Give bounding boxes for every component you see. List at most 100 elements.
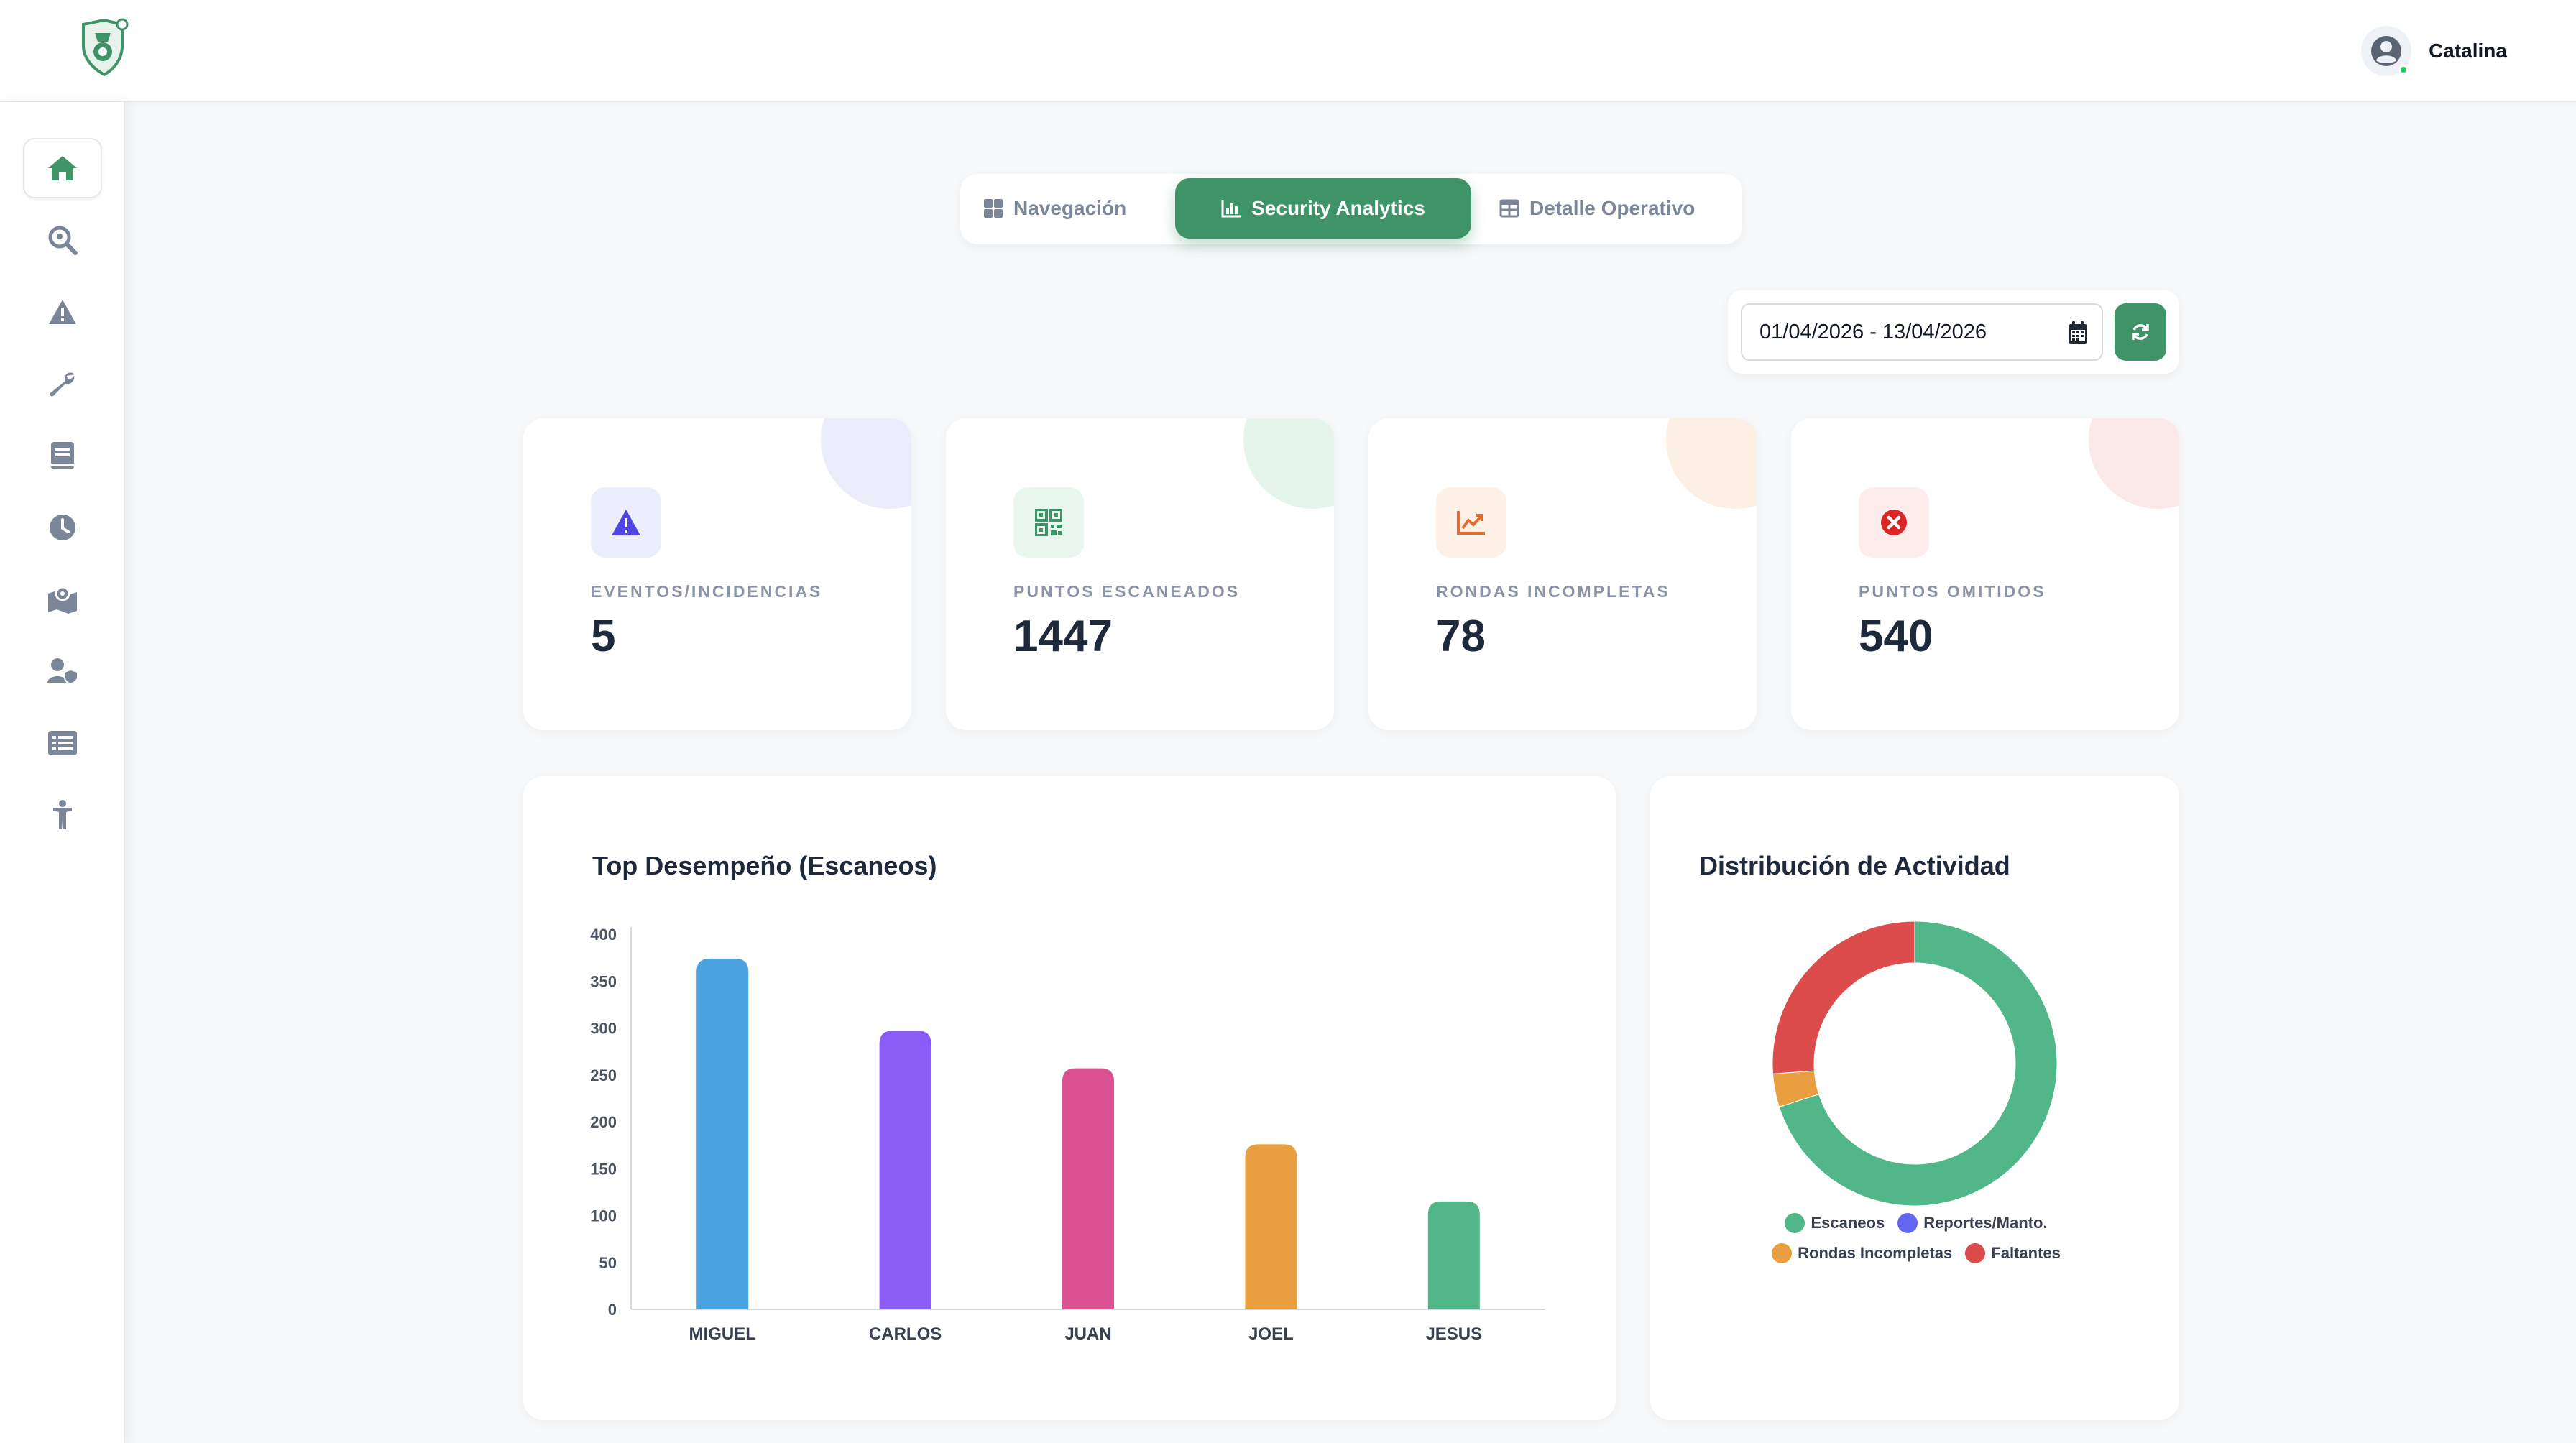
date-range-input[interactable]: 01/04/2026 - 13/04/2026 [1741,303,2103,361]
online-status-icon [2398,65,2409,75]
bar-joel [1245,1144,1297,1309]
tab-label: Navegación [1013,197,1127,219]
donut-chart [1772,921,2058,1207]
refresh-icon [2132,324,2149,340]
user-menu[interactable]: Catalina [2361,26,2507,76]
clock-icon [50,515,75,540]
donut-slice-escaneos [1778,921,2058,1207]
sidebar-item-maintenance[interactable] [23,354,102,414]
legend-swatch [1772,1243,1793,1263]
bar-chart-title: Top Desempeño (Escaneos) [592,851,937,880]
stat-card-rondas-incompletas: RONDAS INCOMPLETAS 78 [1368,418,1757,730]
user-avatar-icon[interactable] [2361,26,2412,76]
legend-item[interactable]: Faltantes [1965,1243,2061,1263]
app-logo[interactable] [78,17,131,78]
y-tick-label: 200 [590,1113,617,1131]
stat-card-puntos-omitidos: PUNTOS OMITIDOS 540 [1791,418,2179,730]
list-icon [48,731,77,755]
y-tick-label: 100 [590,1207,617,1225]
y-tick-label: 50 [599,1254,617,1272]
sidebar-item-guards[interactable] [23,785,102,845]
sidebar-item-history[interactable] [23,497,102,558]
tab-label: Security Analytics [1251,197,1425,219]
activity-distribution-panel: Distribución de Actividad Escaneos Repor… [1650,776,2179,1420]
x-tick-label: JESUS [1425,1324,1482,1344]
tab-security-analytics[interactable]: Security Analytics [1175,178,1471,239]
bar-carlos [879,1031,932,1309]
user-name: Catalina [2429,40,2507,62]
view-tabs: Navegación Security Analytics Detalle Op… [960,174,1742,244]
table-icon [1499,199,1519,218]
bar-chart: 0 50 100 150 200 250 300 350 400 MIGUEL CARLOS JUAN… [590,926,1545,1344]
calendar-icon[interactable] [2067,321,2089,351]
map-location-icon [48,586,77,614]
bar-jesus [1427,1201,1480,1309]
book-icon [51,442,74,469]
sidebar-item-search-location[interactable] [23,210,102,270]
sidebar-item-users[interactable] [23,641,102,701]
user-shield-icon [47,658,78,686]
card-decoration [1243,418,1334,509]
sidebar-item-map[interactable] [23,569,102,630]
stat-value: 78 [1436,612,1486,661]
legend-label: Reportes/Manto. [1923,1214,2048,1232]
sidebar-item-logbook[interactable] [23,425,102,486]
bar-miguel [696,958,749,1309]
stat-label: PUNTOS ESCANEADOS [1013,582,1241,601]
y-tick-label: 350 [590,972,617,990]
legend-swatch [1898,1213,1918,1233]
x-tick-label: MIGUEL [689,1324,756,1344]
card-decoration [821,418,911,509]
stat-value: 5 [591,612,616,661]
refresh-button[interactable] [2115,303,2166,361]
donut-slice-faltantes [1772,921,1915,1074]
x-tick-label: JUAN [1064,1324,1111,1344]
warning-icon [591,487,661,558]
legend-swatch [1785,1213,1806,1233]
stat-label: RONDAS INCOMPLETAS [1436,582,1670,601]
stat-value: 540 [1859,612,1933,661]
top-bar: Catalina [0,0,2576,102]
y-tick-label: 250 [590,1066,617,1084]
y-tick-label: 150 [590,1160,617,1178]
legend-label: Faltantes [1991,1244,2061,1262]
legend-label: Rondas Incompletas [1798,1244,1953,1262]
legend-item[interactable]: Rondas Incompletas [1772,1243,1952,1263]
bar-chart-icon [1221,200,1241,218]
y-tick-label: 400 [590,926,617,944]
tab-label: Detalle Operativo [1530,197,1696,219]
date-range-value: 01/04/2026 - 13/04/2026 [1760,320,1987,344]
legend-label: Escaneos [1811,1214,1885,1232]
stat-value: 1447 [1013,612,1113,661]
card-decoration [1666,418,1757,509]
bar-juan [1062,1068,1114,1309]
grid-icon [984,199,1003,218]
tab-detalle-operativo[interactable]: Detalle Operativo [1482,178,1712,239]
qrcode-icon [1013,487,1084,558]
wrench-icon [50,372,75,397]
x-circle-icon [1859,487,1929,558]
tab-navegacion[interactable]: Navegación [966,178,1144,239]
legend-item[interactable]: Reportes/Manto. [1898,1213,2048,1233]
sidebar-item-alerts[interactable] [23,282,102,342]
stat-label: EVENTOS/INCIDENCIAS [591,582,823,601]
legend-item[interactable]: Escaneos [1785,1213,1885,1233]
sidebar-item-home[interactable] [23,138,102,198]
search-location-icon [48,226,78,255]
home-icon [48,156,77,180]
donut-legend: Escaneos Reportes/Manto. Rondas Incomple… [1650,1213,2182,1273]
legend-swatch [1965,1243,1986,1263]
trend-chart-icon [1436,487,1506,558]
y-tick-label: 0 [608,1301,617,1319]
top-performance-panel: Top Desempeño (Escaneos) 0 50 100 150 200 250… [523,776,1616,1420]
stat-card-puntos-escaneados: PUNTOS ESCANEADOS 1447 [946,418,1334,730]
y-tick-label: 300 [590,1020,617,1038]
sidebar [0,102,125,1443]
stat-label: PUNTOS OMITIDOS [1859,582,2046,601]
date-filter: 01/04/2026 - 13/04/2026 [1728,290,2179,374]
x-tick-label: JOEL [1248,1324,1294,1344]
sidebar-item-list[interactable] [23,713,102,773]
stat-card-eventos: EVENTOS/INCIDENCIAS 5 [523,418,911,730]
person-icon [53,800,72,829]
x-tick-label: CARLOS [869,1324,942,1344]
